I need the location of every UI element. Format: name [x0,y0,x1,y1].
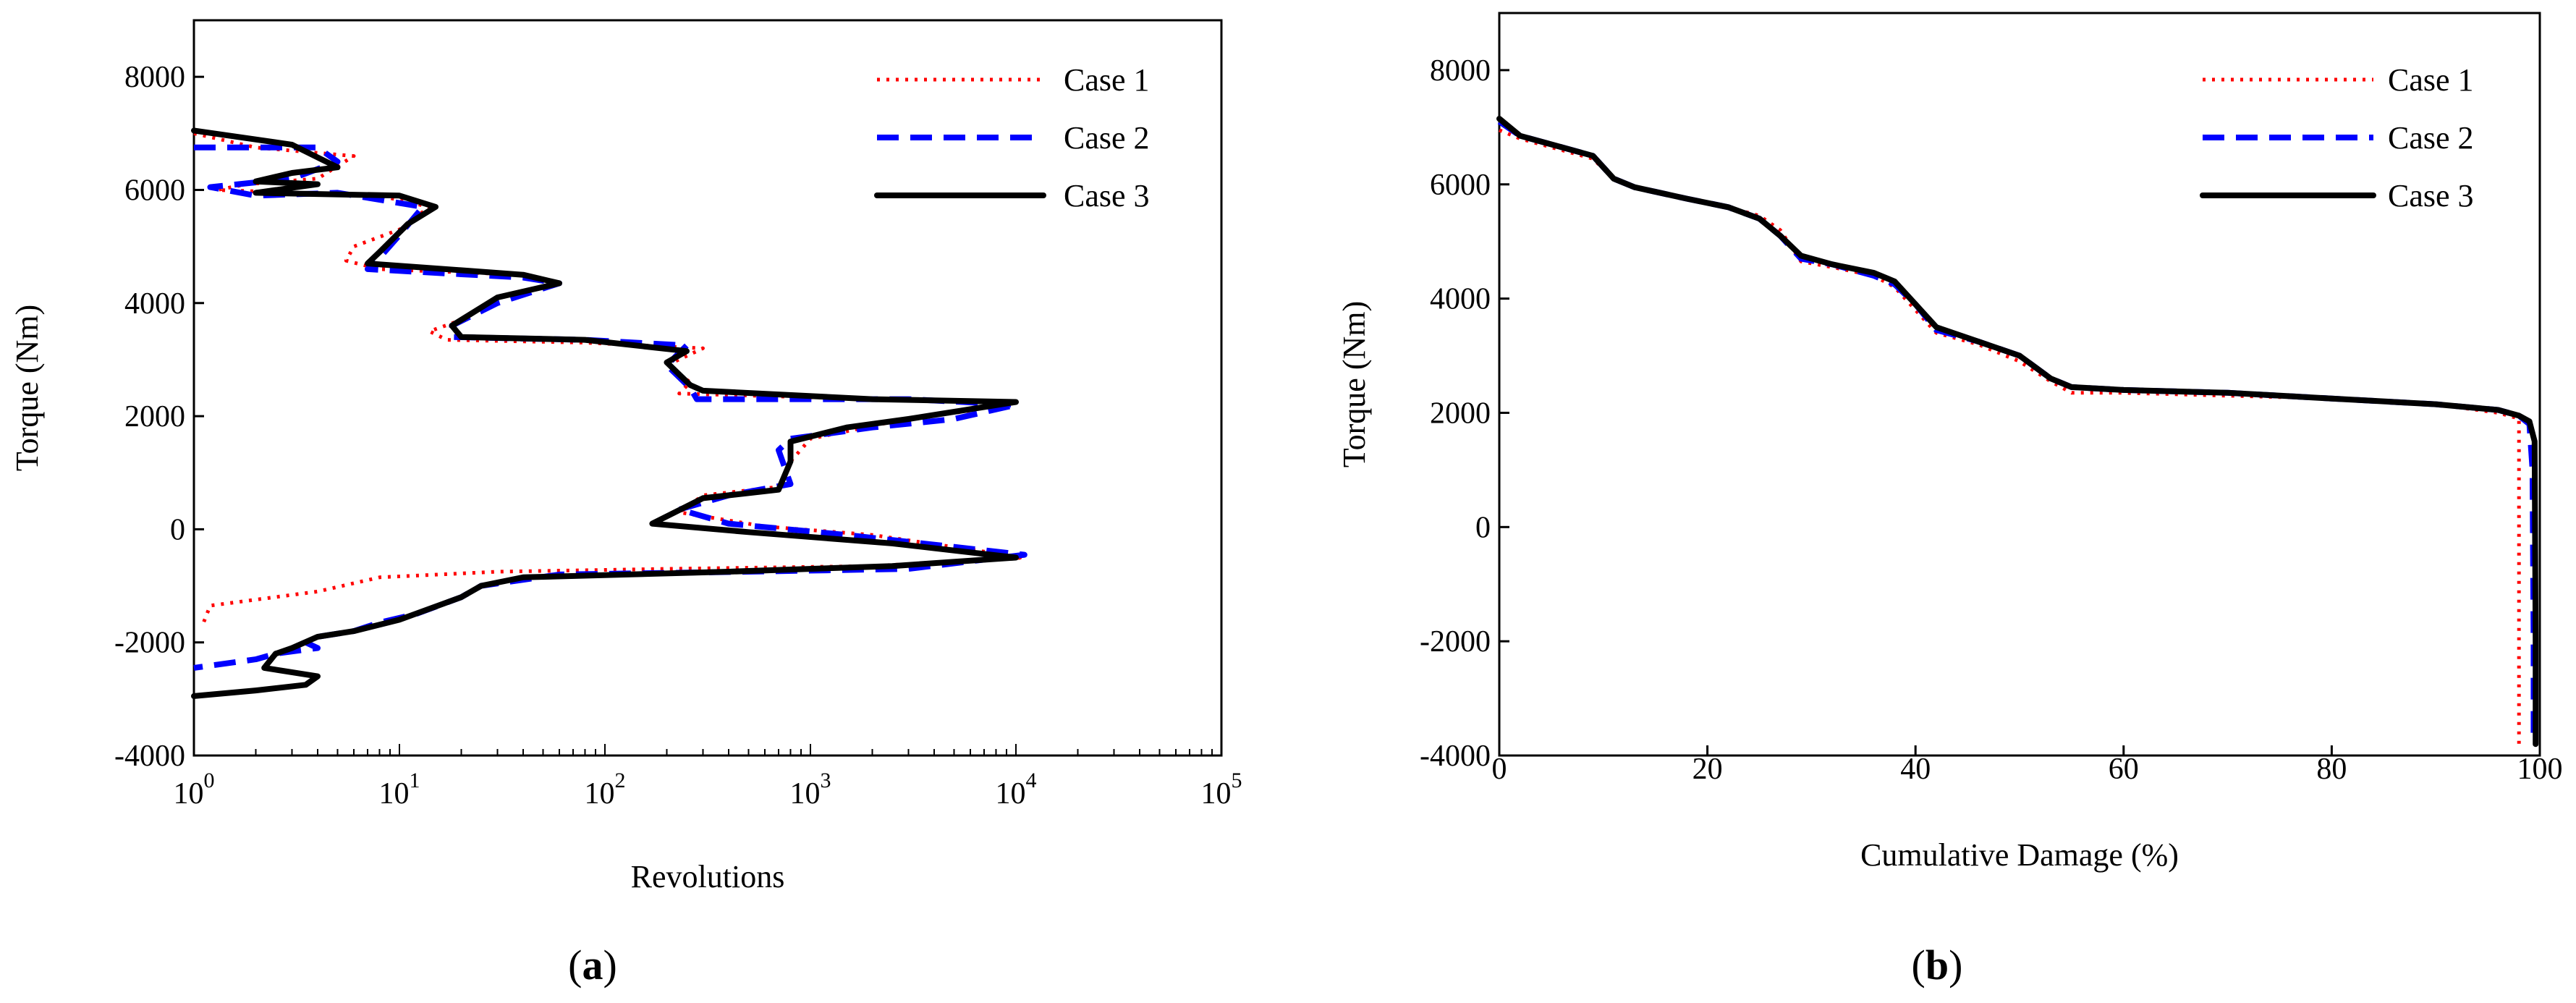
x-tick-label: 105 [1201,769,1242,811]
y-tick-label: -4000 [114,740,185,773]
panel-label-b: (b) [1912,941,1963,989]
series-line-case-2 [1497,119,2537,745]
y-tick-label: -2000 [1420,625,1491,659]
y-tick-label: 0 [170,513,185,546]
series-line-case-3 [1496,116,2539,748]
x-tick-label: 100 [2517,753,2563,786]
x-tick-label: 103 [790,769,831,811]
panel-label-a: (a) [568,941,617,989]
y-tick-label: 2000 [1430,397,1491,430]
y-tick-label: 4000 [124,287,185,321]
y-axis-title: Torque (Nm) [9,305,45,471]
y-tick-label: 8000 [124,61,185,94]
x-tick-label: 100 [174,769,215,811]
y-tick-label: 6000 [1430,169,1491,202]
plot-frame [192,19,1223,757]
legend-label-case-2: Case 2 [2388,120,2474,156]
y-axis-title: Torque (Nm) [1336,301,1372,467]
y-tick-label: 2000 [124,400,185,433]
x-tick-label: 101 [379,769,420,811]
legend-label-case-1: Case 1 [1064,62,1150,98]
x-axis-title: Cumulative Damage (%) [1860,837,2179,873]
legend-label-case-3: Case 3 [1064,178,1150,213]
y-tick-label: 4000 [1430,283,1491,316]
x-axis-title: Revolutions [631,859,785,894]
series-line-case-1 [1499,128,2521,745]
y-tick-label: 6000 [124,174,185,207]
x-tick-label: 102 [585,769,626,811]
x-tick-label: 60 [2109,753,2139,786]
x-tick-label: 40 [1900,753,1931,786]
series-line-case-1 [193,131,1027,627]
series-line-case-3 [191,127,1019,699]
y-tick-label: 8000 [1430,54,1491,88]
plot-frame [1498,12,2541,757]
series-line-case-2 [193,144,1028,671]
legend-label-case-2: Case 2 [1064,120,1150,156]
x-tick-label: 20 [1692,753,1723,786]
legend-label-case-1: Case 1 [2388,62,2474,98]
y-tick-label: -4000 [1420,740,1491,773]
legend-label-case-3: Case 3 [2388,178,2474,213]
x-tick-label: 104 [996,769,1037,811]
x-tick-label: 0 [1492,753,1507,786]
x-tick-label: 80 [2316,753,2347,786]
y-tick-label: 0 [1475,511,1491,544]
y-tick-label: -2000 [114,627,185,660]
